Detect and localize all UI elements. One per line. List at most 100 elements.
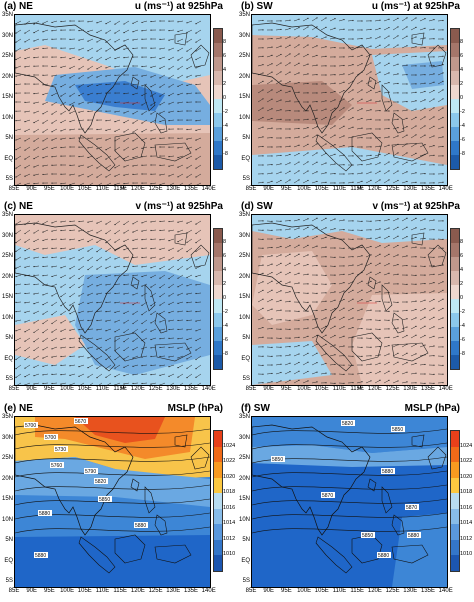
map-area[interactable] [251,214,448,386]
x-tick-label: 115E [113,186,127,192]
colorbar-segment [214,299,222,313]
contour-label: 5820 [342,421,353,427]
colorbar-label: 1014 [460,520,473,527]
map-svg: 5700 5670 5700 5730 5760 5790 5820 5850 5880 5880… [15,417,210,587]
colorbar-label: 6 [460,253,464,259]
colorbar [213,430,223,572]
x-tick-label: 95E [281,386,292,392]
panel-label: (c) NE [4,201,33,212]
colorbar-label: -6 [223,337,228,343]
x-tick-label: 110E [95,588,110,594]
y-tick-label: 25N [238,53,250,59]
colorbar-label: -2 [460,109,465,115]
map-area[interactable] [251,14,448,186]
colorbar [450,430,460,572]
colorbar-label: 1012 [460,535,473,542]
colorbar [450,28,460,170]
colorbar-label: -8 [460,351,465,357]
colorbar-segment [451,431,459,447]
x-tick-label: 95E [281,588,292,594]
contour-label: 5880 [39,511,50,517]
x-tick-label: 90E [263,588,275,594]
colorbar-segment [451,341,459,355]
contour-label: 5850 [362,533,373,539]
colorbar-segment [214,555,222,571]
colorbar-label: -8 [460,151,465,157]
colorbar [213,28,223,170]
colorbar-label: -2 [223,109,228,115]
y-tick-label: EQ [4,355,13,362]
colorbar-label: 4 [223,267,227,273]
colorbar-segment [214,113,222,127]
colorbar-label: 1024 [460,442,473,449]
colorbar-segment [214,257,222,271]
y-tick-label: 30N [1,32,13,39]
y-tick-label: 15N [238,294,250,300]
map-area[interactable]: 5820 5850 5850 5880 5870 5870 5850 5880 5880 [251,416,448,588]
x-tick-label: 135E [183,386,199,392]
contour-label: 5880 [135,523,146,529]
colorbar-segment [451,85,459,99]
x-tick-label: 100E [60,186,75,192]
colorbar-label: -8 [223,351,228,357]
panel-e: (e) NE MSLP (hPa) 35N 30N 25N 20N 15N 10N 5N EQ 5S… [0,402,237,602]
x-tick-label: 130E [166,386,181,392]
map-area[interactable]: 5700 5670 5700 5730 5760 5790 5820 5850 5880 5880… [14,416,211,588]
x-tick-label: 105E [77,588,92,594]
colorbar-segment [451,127,459,141]
colorbar-segment [451,313,459,327]
x-tick-label: 130E [166,588,181,594]
colorbar-segment [451,29,459,43]
y-tick-label: 5N [242,537,250,543]
contour-label: 5790 [85,469,96,475]
colorbar-label: 0 [223,295,227,301]
colorbar-label: 4 [460,67,464,73]
y-tick-label: 20N [238,273,250,280]
contour-label: 5820 [95,479,106,485]
colorbar-label: -4 [223,323,228,329]
x-tick-label: 125E [385,386,400,392]
y-tick-label: 25N [1,455,13,461]
map-area[interactable] [14,14,211,186]
x-tick-label: 120E [130,386,145,392]
colorbar-segment [214,446,222,463]
y-tick-label: EQ [241,557,250,564]
reference-vector-label: 10 [120,185,126,191]
colorbar-label: 6 [460,53,464,59]
contour-label: 5850 [272,457,283,463]
colorbar-segment [451,155,459,169]
colorbar-label: 1020 [460,473,473,480]
x-tick-label: 120E [367,186,382,192]
colorbar-segment [214,127,222,141]
y-tick-label: 15N [1,496,13,502]
y-tick-label: 5S [5,578,13,584]
y-tick-label: 5S [242,176,250,182]
y-tick-label: 25N [238,253,250,259]
contour-label: 5700 [45,435,56,441]
contour-label: 5880 [35,553,46,559]
x-tick-label: 125E [148,186,163,192]
map-area[interactable] [14,214,211,386]
panel-title: MSLP (hPa) [167,403,223,414]
x-tick-label: 130E [166,186,181,192]
y-tick-label: 35N [1,212,13,218]
colorbar-segment [214,155,222,169]
y-tick-label: 10N [238,516,250,523]
contour-label: 5850 [392,427,403,433]
panel-f: (f) SW MSLP (hPa) 35N 30N 25N 20N 15N 10N 5N EQ 5S… [237,402,474,602]
y-tick-label: 5N [5,537,13,543]
colorbar-label: 1018 [460,489,473,496]
y-tick-label: EQ [241,155,250,162]
colorbar-segment [214,462,222,478]
x-tick-label: 135E [183,186,199,192]
colorbar-label: -6 [460,337,465,343]
colorbar-segment [451,243,459,257]
contour-label: 5880 [382,469,393,475]
colorbar-label: 1022 [460,458,473,465]
colorbar-segment [451,71,459,85]
x-tick-label: 115E [350,186,364,192]
y-tick-label: 15N [238,496,250,502]
y-tick-label: 10N [238,114,250,121]
colorbar-segment [451,446,459,463]
x-tick-label: 130E [403,386,418,392]
